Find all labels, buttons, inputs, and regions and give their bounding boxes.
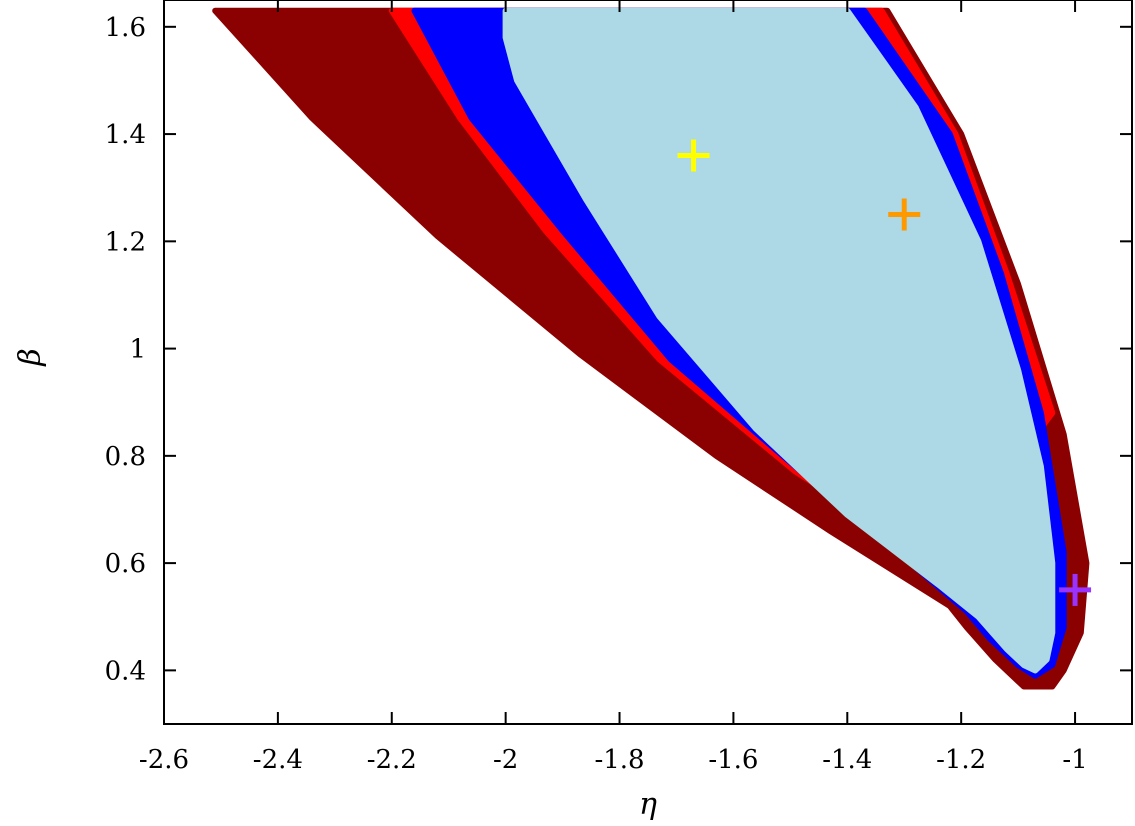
x-axis: -2.6 -2.4 -2.2 -2 -1.8 -1.6 -1.4 -1.2 -1 [139,0,1088,775]
y-tick-label: 1.4 [105,120,146,150]
y-tick-label: 1.6 [105,13,146,43]
y-tick-label: 0.6 [105,549,146,579]
x-tick-label: -1.8 [594,745,644,775]
x-tick-label: -1.6 [708,745,758,775]
y-tick-label: 0.8 [105,442,146,472]
marker-1 [888,198,921,231]
x-tick-label: -2.4 [253,745,303,775]
markers-layer [677,139,1092,606]
y-axis: 0.4 0.6 0.8 1 1.2 1.4 1.6 [105,13,1132,686]
x-tick-label: -1 [1062,745,1087,775]
y-tick-label: 1.2 [105,227,146,257]
x-tick-label: -1.2 [936,745,986,775]
x-tick-label: -2.2 [367,745,417,775]
y-tick-label: 1 [129,335,146,365]
x-axis-label: η [639,787,657,822]
x-tick-label: -2.6 [139,745,189,775]
region-3 [502,7,1056,674]
plot-frame [163,0,1133,725]
x-tick-label: -2 [493,745,518,775]
y-tick-label: 0.4 [105,656,146,686]
marker-2 [1059,573,1092,606]
x-tick-label: -1.4 [822,745,872,775]
regions-layer [212,7,1090,690]
y-axis-label: β [13,348,48,366]
marker-0 [677,139,710,172]
